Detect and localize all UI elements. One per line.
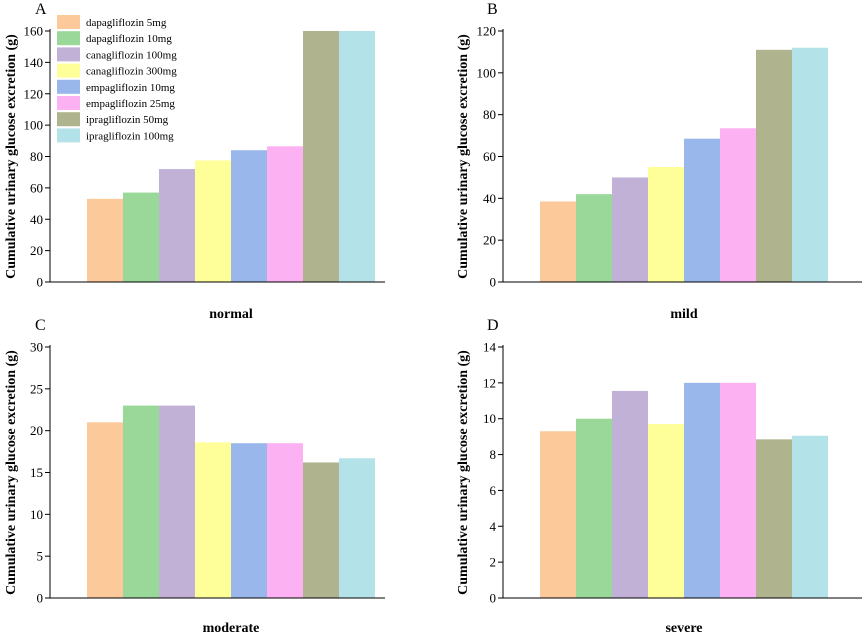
legend-label: ipragliflozin 100mg <box>86 130 174 142</box>
bar-8 <box>792 47 828 282</box>
bar-2 <box>123 192 159 282</box>
x-axis-label: normal <box>209 307 253 322</box>
bar-4 <box>648 166 684 282</box>
y-tick-label: 10 <box>30 507 43 522</box>
y-tick-label: 0 <box>490 591 497 606</box>
bar-1 <box>540 201 576 282</box>
legend-label: ipragliflozin 50mg <box>86 114 169 126</box>
bar-7 <box>756 49 792 283</box>
legend-swatch <box>57 63 80 78</box>
bar-7 <box>303 462 339 598</box>
bar-1 <box>87 198 123 282</box>
y-tick-label: 60 <box>30 180 43 195</box>
bar-4 <box>195 442 231 598</box>
y-tick-label: 160 <box>24 24 44 39</box>
y-tick-label: 80 <box>30 149 43 164</box>
y-tick-label: 60 <box>483 149 496 164</box>
y-tick-label: 25 <box>30 381 43 396</box>
legend-label: canagliflozin 100mg <box>86 49 177 61</box>
y-tick-label: 140 <box>24 55 44 70</box>
y-tick-label: 40 <box>30 212 43 227</box>
bar-4 <box>195 160 231 282</box>
bar-5 <box>684 138 720 282</box>
bar-2 <box>123 405 159 598</box>
y-tick-label: 120 <box>477 24 497 39</box>
y-tick-label: 120 <box>24 86 44 101</box>
y-tick-label: 100 <box>24 118 44 133</box>
y-tick-label: 80 <box>483 107 496 122</box>
panel-letter: A <box>35 1 47 18</box>
legend-label: empagliflozin 10mg <box>86 82 175 94</box>
panel-d: D 0 2 4 6 8 10 12 14 Cumulative urinary glucose e… <box>456 317 862 636</box>
bar-8 <box>339 458 375 598</box>
y-axis-label: Cumulative urinary glucose excretion (g) <box>4 350 19 595</box>
legend-label: dapagliflozin 10mg <box>86 33 172 45</box>
bar-1 <box>540 431 576 598</box>
bar-5 <box>231 443 267 598</box>
legend-swatch <box>57 15 80 29</box>
bar-7 <box>303 31 339 282</box>
bar-2 <box>576 418 612 598</box>
y-tick-label: 2 <box>490 555 497 570</box>
legend-label: dapagliflozin 5mg <box>86 17 167 29</box>
y-tick-label: 10 <box>483 411 496 426</box>
legend-swatch <box>57 128 80 143</box>
y-tick-label: 15 <box>30 465 43 480</box>
y-tick-label: 0 <box>490 275 497 290</box>
y-tick-label: 20 <box>483 233 496 248</box>
legend-label: canagliflozin 300mg <box>86 66 177 78</box>
panel-b: B 0 20 40 60 80 100 120 Cumulative urinary gluco… <box>456 1 862 322</box>
y-tick-label: 100 <box>477 65 497 80</box>
x-axis-label: severe <box>665 621 702 636</box>
legend-label: empagliflozin 25mg <box>86 98 175 110</box>
panel-letter: B <box>487 1 498 18</box>
panel-letter: C <box>35 317 46 334</box>
bar-5 <box>684 382 720 598</box>
bar-6 <box>267 146 303 282</box>
bar-4 <box>648 424 684 598</box>
panel-c: C 0 5 10 15 20 25 30 Cumulative urinary glucose … <box>4 317 385 636</box>
legend-swatch <box>57 31 80 46</box>
bar-8 <box>792 435 828 598</box>
legend: dapagliflozin 5mg dapagliflozin 10mg canag… <box>57 15 177 143</box>
y-tick-label: 12 <box>483 375 496 390</box>
panel-letter: D <box>487 317 499 334</box>
y-axis-label: Cumulative urinary glucose excretion (g) <box>456 350 471 595</box>
bar-5 <box>231 150 267 282</box>
bar-3 <box>159 405 195 598</box>
x-axis-label: moderate <box>203 621 260 636</box>
legend-swatch <box>57 47 80 62</box>
y-tick-label: 0 <box>37 591 44 606</box>
x-axis-label: mild <box>670 307 697 322</box>
bar-2 <box>576 194 612 282</box>
bar-3 <box>612 177 648 282</box>
bar-6 <box>720 382 756 598</box>
y-tick-label: 6 <box>490 483 497 498</box>
legend-swatch <box>57 96 80 110</box>
legend-swatch <box>57 112 80 127</box>
y-tick-label: 5 <box>37 549 44 564</box>
y-axis-label: Cumulative urinary glucose excretion (g) <box>4 34 19 279</box>
bar-6 <box>720 128 756 282</box>
panel-a: A 0 20 40 60 80 100 120 140 160 Cumulative urinary… <box>4 1 385 322</box>
y-tick-label: 4 <box>490 519 497 534</box>
y-tick-label: 14 <box>483 340 497 355</box>
y-tick-label: 20 <box>30 423 43 438</box>
bar-3 <box>159 169 195 282</box>
y-tick-label: 0 <box>37 275 44 290</box>
y-tick-label: 40 <box>483 191 496 206</box>
bar-7 <box>756 439 792 598</box>
bar-1 <box>87 422 123 598</box>
bar-8 <box>339 31 375 282</box>
legend-swatch <box>57 79 80 94</box>
bar-6 <box>267 443 303 598</box>
y-tick-label: 30 <box>30 340 43 355</box>
y-tick-label: 20 <box>30 243 43 258</box>
bar-3 <box>612 390 648 598</box>
y-tick-label: 8 <box>490 447 497 462</box>
y-axis-label: Cumulative urinary glucose excretion (g) <box>456 34 471 279</box>
